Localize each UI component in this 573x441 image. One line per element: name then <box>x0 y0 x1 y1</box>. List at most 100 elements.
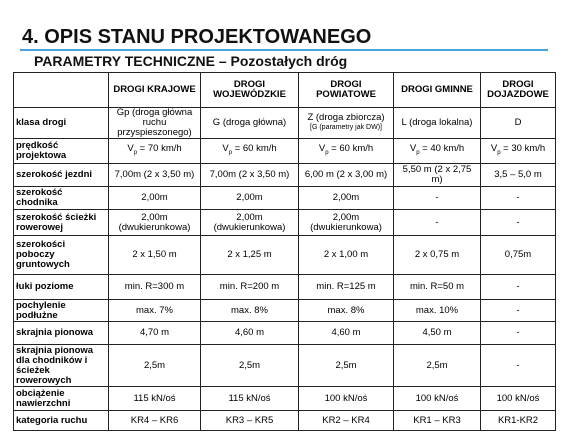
cell-text: Z (droga zbiorcza) <box>307 112 385 123</box>
table-row: skrajnia pionowa 4,70 m 4,60 m 4,60 m 4,50 m… <box>13 321 556 345</box>
subscript: p <box>416 149 420 156</box>
cell: 115 kN/oś <box>200 386 299 411</box>
cell: - <box>480 299 556 322</box>
cell-text: = 40 km/h <box>419 143 465 155</box>
cell: 5,50 m (2 x 2,75 m) <box>393 163 481 187</box>
table-row: skrajnia pionowa dla chodników i ścieżek… <box>13 344 556 387</box>
cell: max. 10% <box>393 299 481 322</box>
table-row: łuki poziome min. R=300 m min. R=200 m min.… <box>13 274 556 300</box>
cell: KR3 – KR5 <box>200 410 299 431</box>
cell: max. 7% <box>108 299 201 322</box>
column-header: DROGI WOJEWÓDZKIE <box>200 72 299 108</box>
cell: 2,5m <box>108 344 201 387</box>
cell: - <box>393 209 481 236</box>
cell: min. R=300 m <box>108 274 201 300</box>
table-row: obciążenie nawierzchni 115 kN/oś 115 kN/oś… <box>13 386 556 411</box>
cell: G (droga główna) <box>200 107 299 139</box>
column-header: DROGI KRAJOWE <box>108 72 201 108</box>
cell: 2,00m (dwukierunkowa) <box>108 209 201 236</box>
cell: L (droga lokalna) <box>393 107 481 139</box>
corner-cell <box>13 72 109 108</box>
table-row: pochylenie podłużne max. 7% max. 8% max. 8%… <box>13 299 556 322</box>
cell: 2 x 1,50 m <box>108 235 201 275</box>
parameters-table: DROGI KRAJOWE DROGI WOJEWÓDZKIE DROGI POWI… <box>13 72 556 431</box>
cell: 100 kN/oś <box>393 386 481 411</box>
cell: Vp = 60 km/h <box>200 138 299 164</box>
subscript: p <box>133 149 138 156</box>
cell: Vp = 60 km/h <box>298 138 394 164</box>
cell: 100 kN/oś <box>298 386 394 411</box>
column-header: DROGI POWIATOWE <box>298 72 394 108</box>
cell: - <box>480 209 556 236</box>
cell: 2,00m (dwukierunkowa) <box>298 209 394 236</box>
cell-text: = 30 km/h <box>500 143 546 155</box>
cell-note: [G (parametry jak DW)] <box>310 124 382 131</box>
symbol: V <box>127 143 134 155</box>
cell: 100 kN/oś <box>480 386 556 411</box>
row-label: klasa drogi <box>13 107 109 139</box>
symbol: V <box>222 143 229 155</box>
cell: 2 x 1,00 m <box>298 235 394 275</box>
cell: 2 x 0,75 m <box>393 235 481 275</box>
table-row: kategoria ruchu KR4 – KR6 KR3 – KR5 KR2 – K… <box>13 410 556 431</box>
cell: 7,00m (2 x 3,50 m) <box>200 163 299 187</box>
title-rule <box>20 49 548 51</box>
subscript: p <box>228 149 233 156</box>
row-label: obciążenie nawierzchni <box>13 386 109 411</box>
row-label: prędkość projektowa <box>13 138 109 164</box>
cell: 4,70 m <box>108 321 201 345</box>
cell: Vp = 30 km/h <box>480 138 556 164</box>
row-label: szerokość chodnika <box>13 186 109 210</box>
cell: Vp = 70 km/h <box>108 138 201 164</box>
cell: KR4 – KR6 <box>108 410 201 431</box>
cell: 2 x 1,25 m <box>200 235 299 275</box>
table-row: szerokość ścieżki rowerowej 2,00m (dwukie… <box>13 209 556 236</box>
cell: KR1-KR2 <box>480 410 556 431</box>
row-label: łuki poziome <box>13 274 109 300</box>
cell: Z (droga zbiorcza) [G (parametry jak DW)] <box>298 107 394 139</box>
cell: - <box>480 274 556 300</box>
subscript: p <box>325 149 329 156</box>
symbol: V <box>409 143 417 155</box>
cell: 2,00m <box>200 186 299 210</box>
cell: 2,5m <box>393 344 481 387</box>
table-row: szerokość jezdni 7,00m (2 x 3,50 m) 7,00m … <box>13 163 556 187</box>
row-label: pochylenie podłużne <box>13 299 109 322</box>
cell: min. R=200 m <box>200 274 299 300</box>
table-row: szerokość chodnika 2,00m 2,00m 2,00m - - <box>13 186 556 210</box>
row-label: kategoria ruchu <box>13 410 109 431</box>
subtitle: PARAMETRY TECHNICZNE – Pozostałych dróg <box>34 53 348 69</box>
cell: 2,5m <box>298 344 394 387</box>
column-header: DROGI DOJAZDOWE <box>480 72 556 108</box>
cell: 2,00m <box>298 186 394 210</box>
cell: KR1 – KR3 <box>393 410 481 431</box>
cell: max. 8% <box>298 299 394 322</box>
cell-text: = 60 km/h <box>232 143 277 155</box>
cell: min. R=125 m <box>298 274 394 300</box>
cell: 4,60 m <box>200 321 299 345</box>
cell: 2,00m <box>108 186 201 210</box>
row-label: skrajnia pionowa <box>13 321 109 345</box>
cell: - <box>480 186 556 210</box>
cell: Vp = 40 km/h <box>393 138 481 164</box>
cell: 3,5 – 5,0 m <box>480 163 556 187</box>
row-label: szerokości poboczy gruntowych <box>13 235 109 275</box>
cell: 4,50 m <box>393 321 481 345</box>
cell: - <box>480 321 556 345</box>
column-header: DROGI GMINNE <box>393 72 481 108</box>
symbol: V <box>490 143 498 155</box>
cell: min. R=50 m <box>393 274 481 300</box>
cell: 0,75m <box>480 235 556 275</box>
cell-text: = 70 km/h <box>137 143 182 155</box>
cell: 4,60 m <box>298 321 394 345</box>
cell: - <box>393 186 481 210</box>
cell: 7,00m (2 x 3,50 m) <box>108 163 201 187</box>
cell: 6,00 m (2 x 3,00 m) <box>298 163 394 187</box>
table-row: prędkość projektowa Vp = 70 km/h Vp = 60 k… <box>13 138 556 164</box>
cell: 115 kN/oś <box>108 386 201 411</box>
symbol: V <box>318 143 326 155</box>
title: 4. OPIS STANU PROJEKTOWANEGO <box>22 26 372 48</box>
cell: 2,5m <box>200 344 299 387</box>
